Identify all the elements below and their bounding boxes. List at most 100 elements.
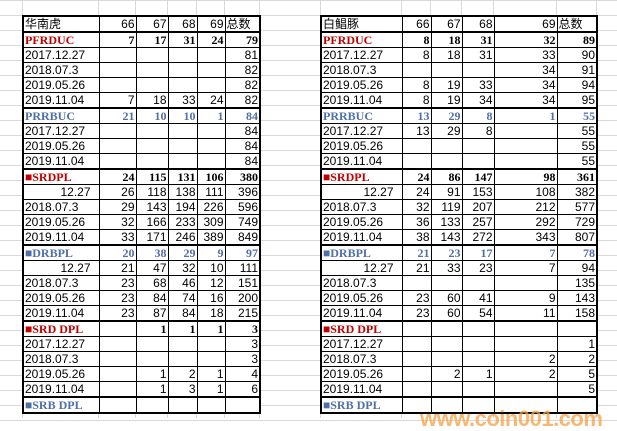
value-cell[interactable]: 24 bbox=[401, 168, 432, 185]
value-cell[interactable]: 1 bbox=[461, 366, 495, 382]
value-cell[interactable]: 33 bbox=[430, 260, 463, 276]
total-cell[interactable]: 89 bbox=[556, 31, 598, 48]
value-cell[interactable] bbox=[196, 336, 226, 352]
value-cell[interactable]: 86 bbox=[430, 168, 463, 185]
total-cell[interactable] bbox=[224, 396, 261, 414]
value-cell[interactable]: 1 bbox=[135, 320, 169, 337]
value-cell[interactable] bbox=[98, 123, 137, 139]
total-cell[interactable]: 94 bbox=[556, 77, 598, 93]
value-cell[interactable] bbox=[98, 351, 137, 367]
value-cell[interactable] bbox=[430, 153, 463, 170]
column-header[interactable]: 69 bbox=[196, 15, 226, 33]
value-cell[interactable] bbox=[493, 123, 558, 139]
group-label[interactable]: PFRDUC bbox=[320, 31, 403, 48]
total-cell[interactable]: 382 bbox=[556, 184, 598, 200]
value-cell[interactable] bbox=[196, 153, 226, 170]
total-cell[interactable]: 82 bbox=[224, 77, 261, 93]
total-cell[interactable]: 135 bbox=[556, 275, 598, 291]
value-cell[interactable]: 2 bbox=[493, 351, 558, 367]
date-label[interactable]: 2019.11.04 bbox=[320, 229, 403, 246]
value-cell[interactable]: 32 bbox=[167, 260, 198, 276]
date-label[interactable]: 2018.07.3 bbox=[320, 351, 403, 367]
value-cell[interactable] bbox=[401, 138, 432, 154]
value-cell[interactable]: 1 bbox=[196, 381, 226, 398]
date-label[interactable]: 2019.11.04 bbox=[22, 92, 100, 109]
value-cell[interactable]: 38 bbox=[401, 229, 432, 246]
value-cell[interactable]: 98 bbox=[493, 168, 558, 185]
total-cell[interactable]: 97 bbox=[224, 244, 261, 261]
date-label[interactable]: 2018.07.3 bbox=[22, 275, 100, 291]
value-cell[interactable]: 1 bbox=[196, 366, 226, 382]
value-cell[interactable]: 389 bbox=[196, 229, 226, 246]
total-cell[interactable]: 577 bbox=[556, 199, 598, 215]
value-cell[interactable] bbox=[461, 320, 495, 337]
value-cell[interactable]: 21 bbox=[98, 260, 137, 276]
total-cell[interactable]: 729 bbox=[556, 214, 598, 230]
total-cell[interactable]: 84 bbox=[224, 123, 261, 139]
value-cell[interactable] bbox=[98, 62, 137, 78]
value-cell[interactable]: 31 bbox=[461, 47, 495, 63]
date-label[interactable]: 2019.05.26 bbox=[22, 214, 100, 230]
total-cell[interactable]: 749 bbox=[224, 214, 261, 230]
value-cell[interactable] bbox=[401, 336, 432, 352]
value-cell[interactable]: 84 bbox=[167, 305, 198, 322]
table-title[interactable]: 白鲳豚 bbox=[320, 15, 403, 33]
total-cell[interactable]: 3 bbox=[224, 320, 261, 337]
column-header-total[interactable]: 总数 bbox=[556, 15, 598, 33]
value-cell[interactable]: 166 bbox=[135, 214, 169, 230]
value-cell[interactable]: 29 bbox=[167, 244, 198, 261]
total-cell[interactable]: 55 bbox=[556, 153, 598, 170]
date-label[interactable]: 2019.05.26 bbox=[22, 366, 100, 382]
total-cell[interactable]: 111 bbox=[224, 260, 261, 276]
total-cell[interactable]: 3 bbox=[224, 351, 261, 367]
value-cell[interactable] bbox=[493, 153, 558, 170]
value-cell[interactable] bbox=[167, 336, 198, 352]
value-cell[interactable]: 9 bbox=[493, 290, 558, 306]
total-cell[interactable]: 55 bbox=[556, 138, 598, 154]
value-cell[interactable]: 87 bbox=[135, 305, 169, 322]
value-cell[interactable]: 32 bbox=[98, 214, 137, 230]
value-cell[interactable] bbox=[493, 320, 558, 337]
value-cell[interactable]: 233 bbox=[167, 214, 198, 230]
value-cell[interactable] bbox=[135, 351, 169, 367]
group-label[interactable]: ■SRDPL bbox=[320, 168, 403, 185]
value-cell[interactable]: 34 bbox=[493, 92, 558, 109]
value-cell[interactable]: 68 bbox=[135, 275, 169, 291]
group-label[interactable]: ■SRDPL bbox=[22, 168, 100, 185]
date-label[interactable]: 2019.05.26 bbox=[22, 290, 100, 306]
value-cell[interactable]: 133 bbox=[430, 214, 463, 230]
value-cell[interactable] bbox=[167, 153, 198, 170]
total-cell[interactable]: 95 bbox=[556, 92, 598, 109]
column-header[interactable]: 68 bbox=[461, 15, 495, 33]
total-cell[interactable]: 82 bbox=[224, 62, 261, 78]
value-cell[interactable]: 34 bbox=[493, 77, 558, 93]
value-cell[interactable]: 292 bbox=[493, 214, 558, 230]
value-cell[interactable]: 17 bbox=[135, 31, 169, 48]
value-cell[interactable]: 33 bbox=[167, 92, 198, 109]
value-cell[interactable] bbox=[98, 320, 137, 337]
value-cell[interactable]: 33 bbox=[98, 229, 137, 246]
value-cell[interactable] bbox=[401, 153, 432, 170]
value-cell[interactable] bbox=[430, 320, 463, 337]
value-cell[interactable]: 257 bbox=[461, 214, 495, 230]
value-cell[interactable] bbox=[493, 275, 558, 291]
group-label[interactable]: ■DRBPL bbox=[22, 244, 100, 261]
value-cell[interactable] bbox=[401, 320, 432, 337]
date-label[interactable]: 2017.12.27 bbox=[320, 336, 403, 352]
value-cell[interactable]: 138 bbox=[167, 184, 198, 200]
value-cell[interactable]: 33 bbox=[461, 77, 495, 93]
value-cell[interactable] bbox=[401, 275, 432, 291]
value-cell[interactable] bbox=[461, 275, 495, 291]
value-cell[interactable]: 19 bbox=[430, 92, 463, 109]
value-cell[interactable]: 246 bbox=[167, 229, 198, 246]
total-cell[interactable]: 90 bbox=[556, 47, 598, 63]
total-cell[interactable]: 849 bbox=[224, 229, 261, 246]
value-cell[interactable] bbox=[135, 62, 169, 78]
column-header[interactable]: 67 bbox=[135, 15, 169, 33]
value-cell[interactable]: 26 bbox=[98, 184, 137, 200]
total-cell[interactable]: 84 bbox=[224, 107, 261, 124]
value-cell[interactable]: 2 bbox=[430, 366, 463, 382]
value-cell[interactable]: 1 bbox=[196, 320, 226, 337]
value-cell[interactable]: 18 bbox=[196, 305, 226, 322]
total-cell[interactable]: 94 bbox=[556, 260, 598, 276]
